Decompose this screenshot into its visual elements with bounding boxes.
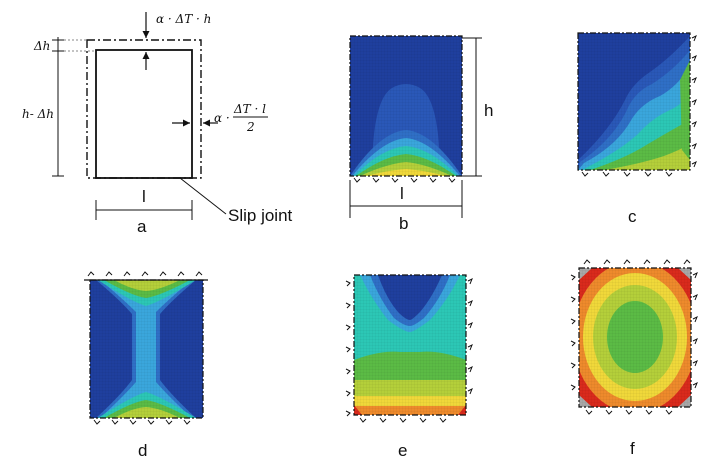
caption-f: f xyxy=(630,439,635,458)
height-label: h xyxy=(484,101,493,120)
panel-b: h l b xyxy=(349,35,493,233)
panel-a: Δh h- Δh α · ΔT · h α · ΔT · l 2 l Slip … xyxy=(22,12,293,236)
panel-c: c xyxy=(577,32,697,226)
dh-label: Δh xyxy=(33,39,50,53)
top-load-label: α · ΔT · h xyxy=(156,12,211,26)
caption-d: d xyxy=(138,441,147,460)
side-load-numerator: ΔT · l xyxy=(233,102,266,116)
panel-d: d xyxy=(84,271,208,460)
frame-f xyxy=(578,267,692,408)
side-load-prefix: α · xyxy=(214,111,230,125)
slip-joint-leader xyxy=(179,177,227,215)
outer-dashdot-box xyxy=(86,39,202,179)
slip-joint-label: Slip joint xyxy=(228,206,293,225)
contour-e xyxy=(354,275,466,415)
frame-b xyxy=(349,35,463,177)
caption-b: b xyxy=(399,214,408,233)
contour-d xyxy=(90,280,203,418)
caption-a: a xyxy=(137,217,147,236)
caption-c: c xyxy=(628,207,637,226)
frame-e xyxy=(353,274,467,416)
supports-c xyxy=(581,34,697,177)
contour-f xyxy=(579,268,691,407)
panel-e: e xyxy=(345,274,473,460)
supports-f xyxy=(570,259,698,415)
panel-f: f xyxy=(570,259,698,458)
contour-c xyxy=(578,33,690,170)
frame-c xyxy=(577,32,691,171)
side-load-denominator: 2 xyxy=(246,120,255,134)
width-label: l xyxy=(142,187,146,206)
h-minus-dh-label: h- Δh xyxy=(22,107,54,121)
supports-d xyxy=(87,271,203,425)
width-label-b: l xyxy=(400,184,404,203)
supports-b-bottom xyxy=(353,177,456,183)
supports-e xyxy=(345,277,473,423)
caption-e: e xyxy=(398,441,407,460)
inner-solid-box xyxy=(95,49,193,179)
contour-b xyxy=(350,36,462,176)
